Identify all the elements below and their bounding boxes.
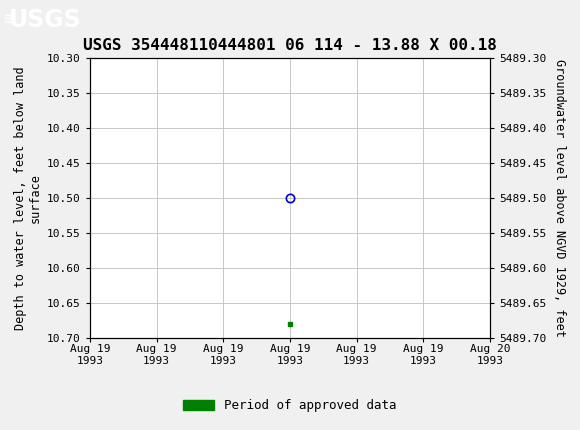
Y-axis label: Depth to water level, feet below land
surface: Depth to water level, feet below land su… [13,66,42,330]
Text: ≋: ≋ [3,10,14,29]
Y-axis label: Groundwater level above NGVD 1929, feet: Groundwater level above NGVD 1929, feet [553,59,566,337]
Legend: Period of approved data: Period of approved data [178,394,402,417]
Text: USGS: USGS [9,8,81,32]
Text: USGS 354448110444801 06 114 - 13.88 X 00.18: USGS 354448110444801 06 114 - 13.88 X 00… [83,38,497,52]
